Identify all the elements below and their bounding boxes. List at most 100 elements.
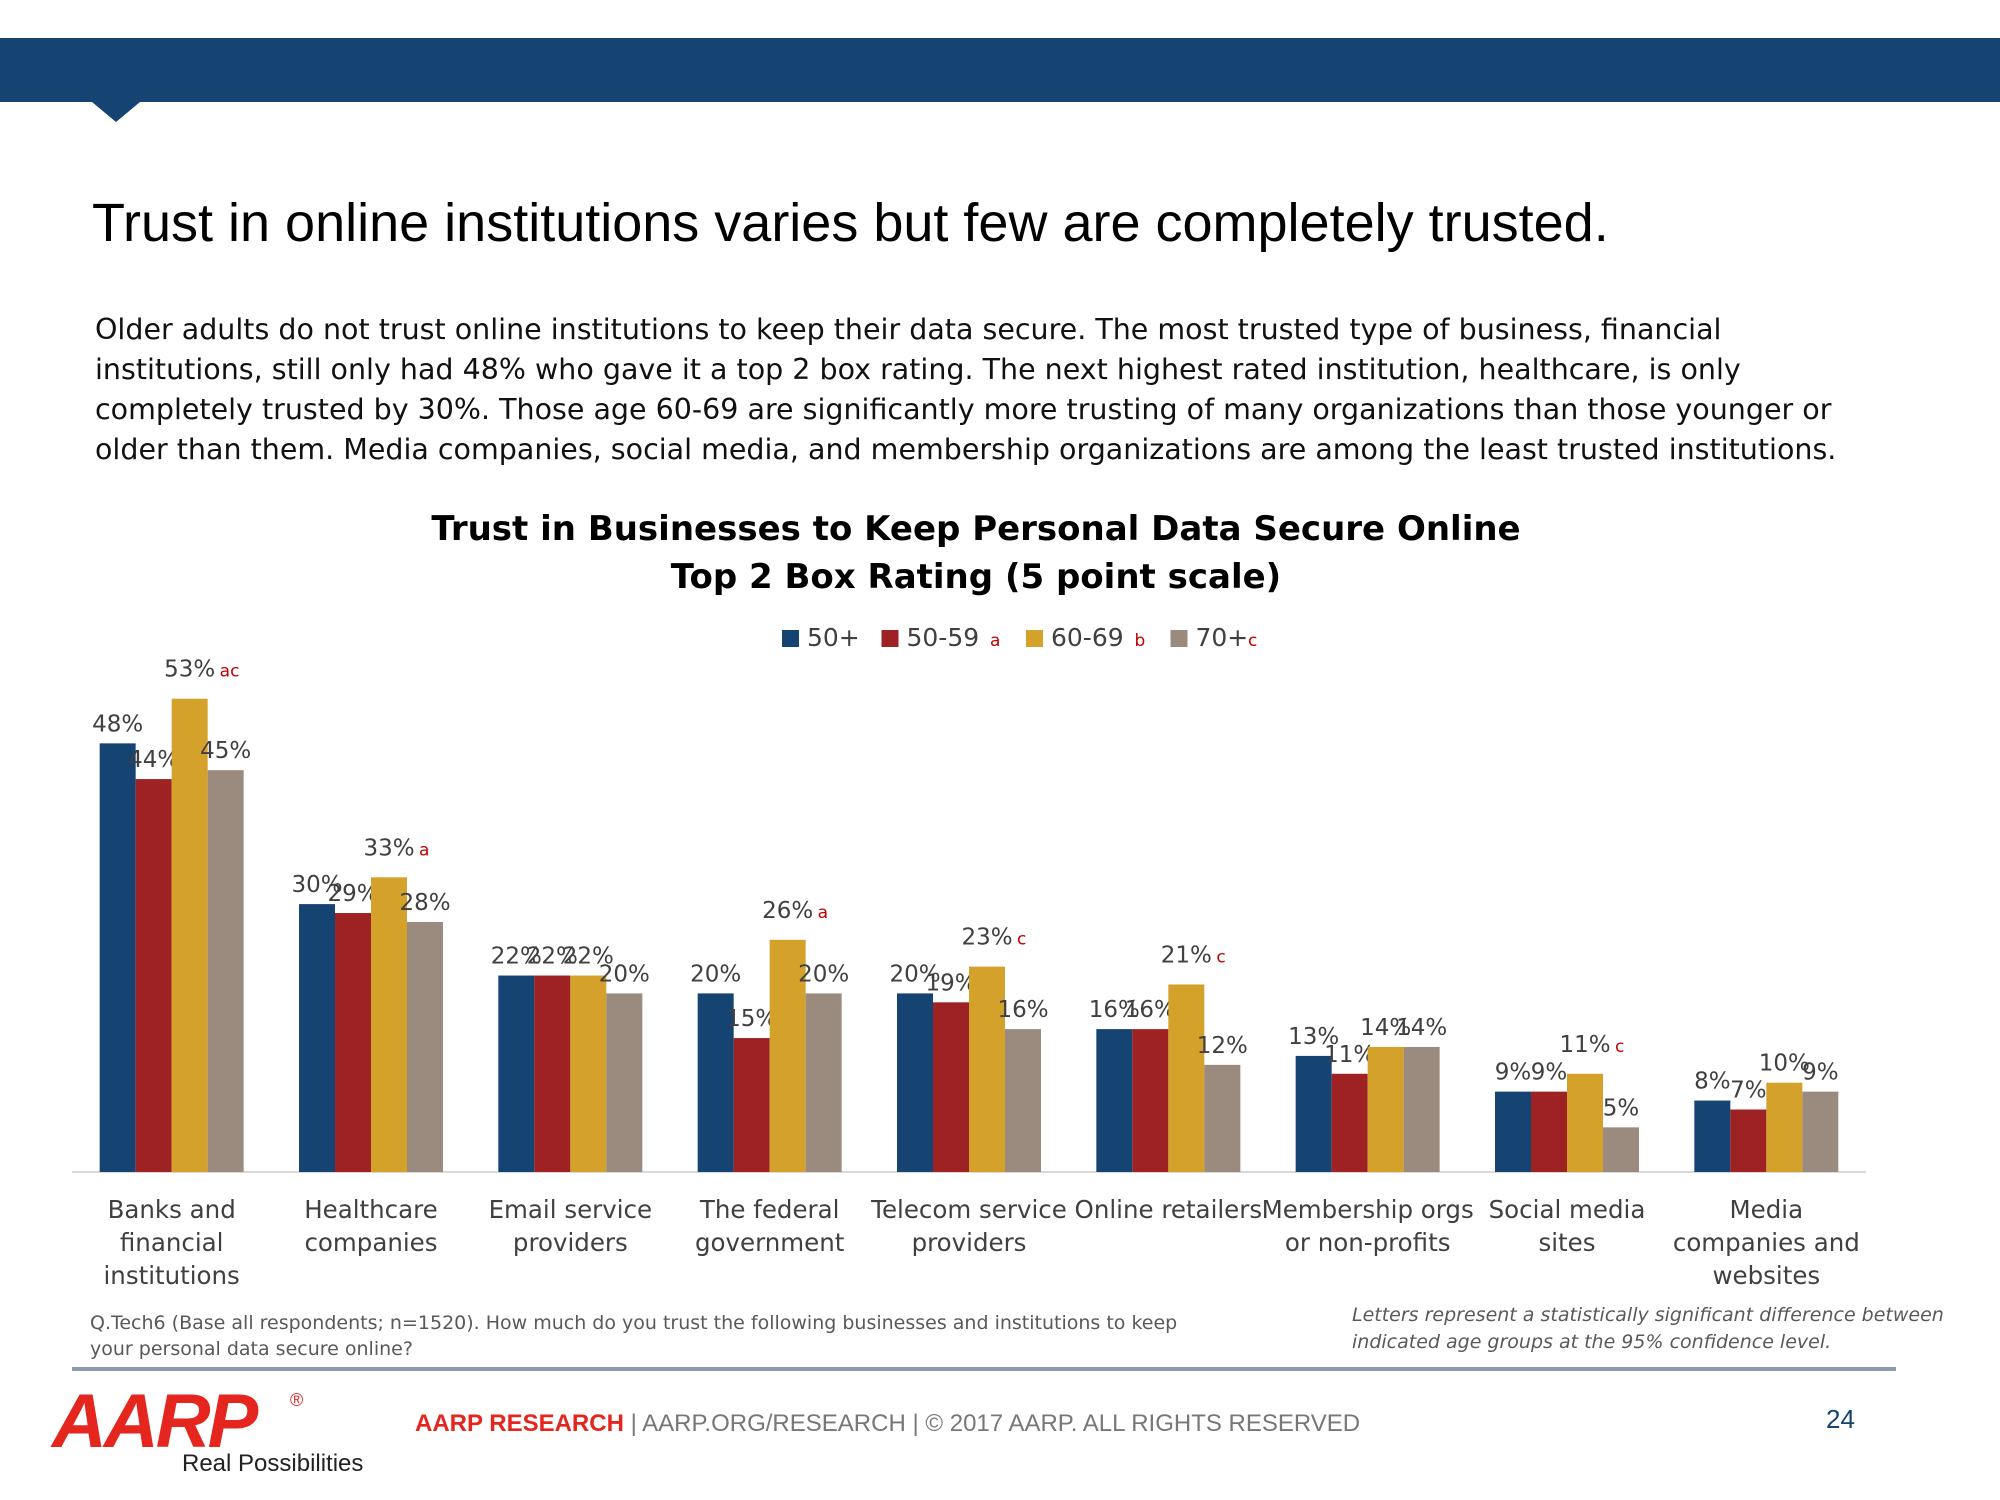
legend-label-2: 60-69 bbox=[1051, 623, 1124, 652]
value-label-0-1: 30% bbox=[291, 872, 342, 898]
bar-60-69-1 bbox=[371, 877, 407, 1172]
legend-swatch-2 bbox=[1026, 630, 1043, 647]
slide-title: Trust in online institutions varies but … bbox=[92, 193, 1609, 253]
bar-50plus-8 bbox=[1694, 1100, 1731, 1172]
significance-note: Letters represent a statistically signif… bbox=[1352, 1304, 1944, 1353]
bar-60-69-0 bbox=[171, 698, 208, 1172]
bar-50plus-2 bbox=[498, 975, 535, 1172]
value-label-2-3: 26% bbox=[762, 898, 813, 924]
bar-50-59-4 bbox=[933, 1002, 969, 1172]
bar-70plus-8 bbox=[1802, 1091, 1839, 1172]
value-label-3-0: 45% bbox=[200, 738, 251, 764]
page-number: 24 bbox=[1826, 1404, 1855, 1434]
value-label-0-8: 8% bbox=[1694, 1069, 1731, 1095]
footer-text: AARP RESEARCH | AARP.ORG/RESEARCH | © 20… bbox=[415, 1410, 1360, 1438]
bar-70plus-2 bbox=[606, 993, 643, 1172]
value-label-1-2: 22% bbox=[527, 944, 578, 970]
value-label-0-3: 20% bbox=[690, 961, 741, 987]
value-label-2-4: 23% bbox=[961, 925, 1012, 951]
legend-letter-1: a bbox=[990, 631, 1000, 651]
header-bar bbox=[0, 38, 2000, 102]
value-label-0-6: 13% bbox=[1288, 1024, 1339, 1050]
value-label-0-0: 48% bbox=[92, 711, 143, 737]
bar-60-69-2 bbox=[570, 975, 607, 1172]
category-label-2-1: providers bbox=[513, 1228, 628, 1257]
category-label-7-0: Social media bbox=[1489, 1195, 1646, 1224]
value-label-3-4: 16% bbox=[997, 997, 1048, 1023]
sig-letter-1: a bbox=[419, 840, 429, 860]
legend-label-0: 50+ bbox=[807, 623, 860, 652]
bar-50plus-6 bbox=[1295, 1055, 1332, 1172]
value-label-1-6: 11% bbox=[1324, 1042, 1375, 1068]
value-label-1-8: 7% bbox=[1730, 1077, 1767, 1103]
category-label-3-1: government bbox=[695, 1228, 845, 1257]
bar-60-69-3 bbox=[769, 939, 806, 1172]
legend-swatch-3 bbox=[1170, 630, 1188, 647]
value-label-1-3: 15% bbox=[726, 1006, 777, 1032]
bar-50-59-8 bbox=[1730, 1109, 1767, 1172]
bar-50-59-2 bbox=[534, 975, 571, 1172]
header-notch bbox=[92, 102, 140, 122]
bar-60-69-6 bbox=[1367, 1046, 1404, 1172]
bar-70plus-6 bbox=[1403, 1046, 1440, 1172]
sig-letter-3: a bbox=[818, 903, 828, 923]
category-label-0-2: institutions bbox=[103, 1261, 239, 1290]
value-label-3-8: 9% bbox=[1802, 1060, 1839, 1086]
logo-registered-mark: ® bbox=[290, 1390, 304, 1410]
bar-50plus-1 bbox=[299, 904, 335, 1172]
footer-rest: | AARP.ORG/RESEARCH | © 2017 AARP. ALL R… bbox=[623, 1410, 1361, 1437]
bar-50plus-3 bbox=[697, 993, 734, 1172]
legend-label-1: 50-59 bbox=[907, 623, 980, 652]
bar-50-59-7 bbox=[1531, 1091, 1567, 1172]
value-label-1-4: 19% bbox=[925, 970, 976, 996]
category-label-6-1: or non-profits bbox=[1285, 1228, 1451, 1257]
category-label-6-0: Membership orgs bbox=[1262, 1195, 1474, 1224]
bar-50plus-0 bbox=[99, 743, 136, 1172]
value-label-2-7: 11% bbox=[1559, 1032, 1610, 1058]
logo-wordmark: AARP bbox=[52, 1379, 258, 1464]
sig-letter-5: c bbox=[1216, 947, 1225, 967]
value-label-3-6: 14% bbox=[1396, 1015, 1447, 1041]
legend-letter-2: b bbox=[1135, 631, 1146, 651]
bar-70plus-3 bbox=[805, 993, 842, 1172]
value-label-3-3: 20% bbox=[798, 961, 849, 987]
category-label-7-1: sites bbox=[1538, 1228, 1595, 1257]
bar-70plus-7 bbox=[1603, 1127, 1639, 1172]
bar-60-69-5 bbox=[1168, 984, 1205, 1172]
category-label-4-0: Telecom service bbox=[870, 1195, 1067, 1224]
legend-swatch-1 bbox=[881, 630, 899, 647]
value-label-2-2: 22% bbox=[563, 944, 614, 970]
value-label-0-2: 22% bbox=[491, 944, 542, 970]
bar-50-59-6 bbox=[1331, 1073, 1368, 1172]
chart-title: Trust in Businesses to Keep Personal Dat… bbox=[431, 509, 1520, 549]
chart-subtitle: Top 2 Box Rating (5 point scale) bbox=[671, 557, 1281, 597]
value-label-0-4: 20% bbox=[889, 961, 940, 987]
bar-50-59-1 bbox=[335, 913, 371, 1172]
bar-60-69-7 bbox=[1567, 1073, 1603, 1172]
value-label-2-6: 14% bbox=[1360, 1015, 1411, 1041]
value-label-1-0: 44% bbox=[128, 747, 179, 773]
value-label-1-1: 29% bbox=[327, 881, 378, 907]
bar-50plus-7 bbox=[1495, 1091, 1531, 1172]
bar-50-59-0 bbox=[135, 779, 172, 1172]
category-label-3-0: The federal bbox=[699, 1195, 840, 1224]
bar-70plus-1 bbox=[407, 921, 443, 1172]
footer-divider bbox=[72, 1367, 1896, 1371]
bar-50-59-3 bbox=[733, 1038, 770, 1172]
sig-letter-0: ac bbox=[220, 662, 240, 682]
value-label-1-5: 16% bbox=[1125, 997, 1176, 1023]
category-label-0-0: Banks and bbox=[108, 1195, 236, 1224]
category-label-8-0: Media bbox=[1730, 1195, 1804, 1224]
legend-letter-3: c bbox=[1248, 631, 1257, 651]
value-label-2-5: 21% bbox=[1161, 942, 1212, 968]
category-label-5-0: Online retailers bbox=[1075, 1195, 1263, 1224]
value-label-2-1: 33% bbox=[363, 835, 414, 861]
bar-70plus-4 bbox=[1005, 1029, 1041, 1172]
bar-60-69-4 bbox=[969, 966, 1005, 1172]
bar-50-59-5 bbox=[1132, 1029, 1169, 1172]
value-label-3-1: 28% bbox=[399, 890, 450, 916]
value-label-3-7: 5% bbox=[1603, 1095, 1640, 1121]
value-label-3-2: 20% bbox=[599, 961, 650, 987]
question-footnote: Q.Tech6 (Base all respondents; n=1520). … bbox=[90, 1312, 1178, 1360]
category-label-8-1: companies and bbox=[1673, 1228, 1860, 1257]
